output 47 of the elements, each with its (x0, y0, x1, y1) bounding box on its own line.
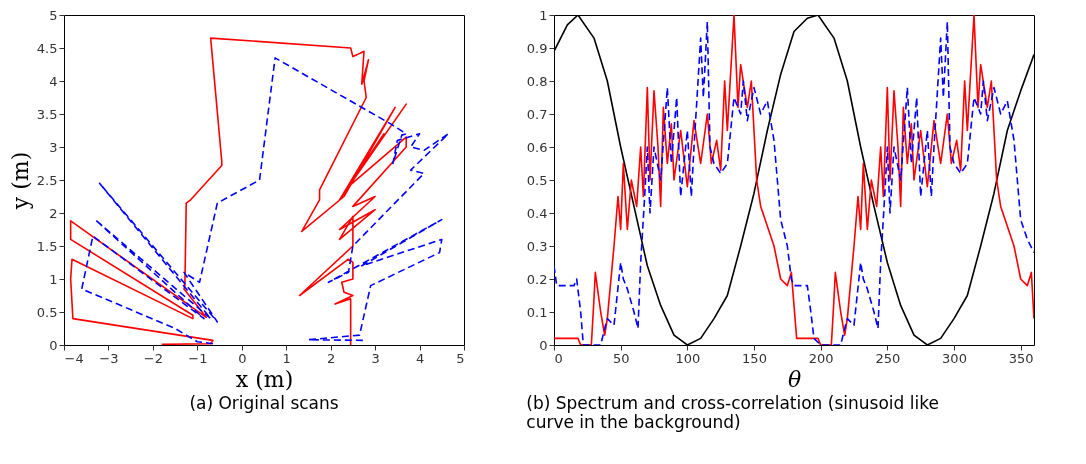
x-tick-label: −3 (99, 350, 119, 366)
y-axis-title: y (m) (7, 151, 33, 211)
text: (a) Original scans (189, 393, 339, 413)
x-tick-label: 0 (554, 350, 563, 366)
x-tick-label: 4 (415, 350, 425, 366)
y-tick-label: 2 (49, 205, 58, 221)
y-tick-label: 0.5 (526, 172, 548, 188)
y-tick-label: 4 (49, 73, 58, 89)
x-axis-title: x (m) (235, 366, 294, 392)
y-tick-label: 3.5 (36, 106, 58, 122)
y-tick-label: 0.1 (526, 304, 548, 320)
y-tick-label: 1.5 (36, 238, 58, 254)
x-tick-label: 150 (742, 350, 767, 366)
y-tick-label: 0.2 (526, 271, 548, 287)
y-tick-label: 2.5 (36, 172, 58, 188)
y-tick-label: 1 (539, 7, 548, 23)
y-tick-label: 0.5 (36, 304, 58, 320)
x-tick-label: 50 (612, 350, 630, 366)
x-tick-label: 1 (282, 350, 291, 366)
y-tick-label: 0.3 (526, 238, 548, 254)
x-tick-label: 5 (456, 350, 465, 366)
text: (b) Spectrum and cross-correlation (sinusoid like curve in the background) (526, 393, 939, 432)
x-tick-label: 0 (238, 350, 247, 366)
y-tick-label: 4.5 (36, 40, 58, 56)
x-tick-label: −1 (188, 350, 208, 366)
y-tick-label: 0.8 (526, 73, 548, 89)
y-tick-label: 0.9 (526, 40, 548, 56)
y-tick-label: 0 (49, 337, 58, 353)
y-tick-label: 0.7 (526, 106, 548, 122)
x-axis-title: θ (787, 366, 802, 392)
x-tick-label: −4 (64, 350, 84, 366)
line-series (80, 57, 450, 345)
x-tick-label: 2 (327, 350, 336, 366)
x-tick-label: 3 (371, 350, 380, 366)
x-tick-label: 250 (875, 350, 901, 366)
y-tick-label: 5 (49, 7, 58, 23)
x-tick-label: −2 (143, 350, 163, 366)
y-tick-label: 0 (539, 337, 548, 353)
line-series (69, 37, 408, 345)
x-tick-label: 100 (675, 350, 701, 366)
x-tick-label: 350 (1008, 350, 1034, 366)
x-tick-label: 300 (942, 350, 967, 366)
y-tick-label: 0.4 (526, 205, 548, 221)
y-tick-label: 1 (49, 271, 58, 287)
y-tick-label: 3 (49, 139, 58, 155)
y-tick-label: 0.6 (526, 139, 548, 155)
x-tick-label: 200 (808, 350, 834, 366)
